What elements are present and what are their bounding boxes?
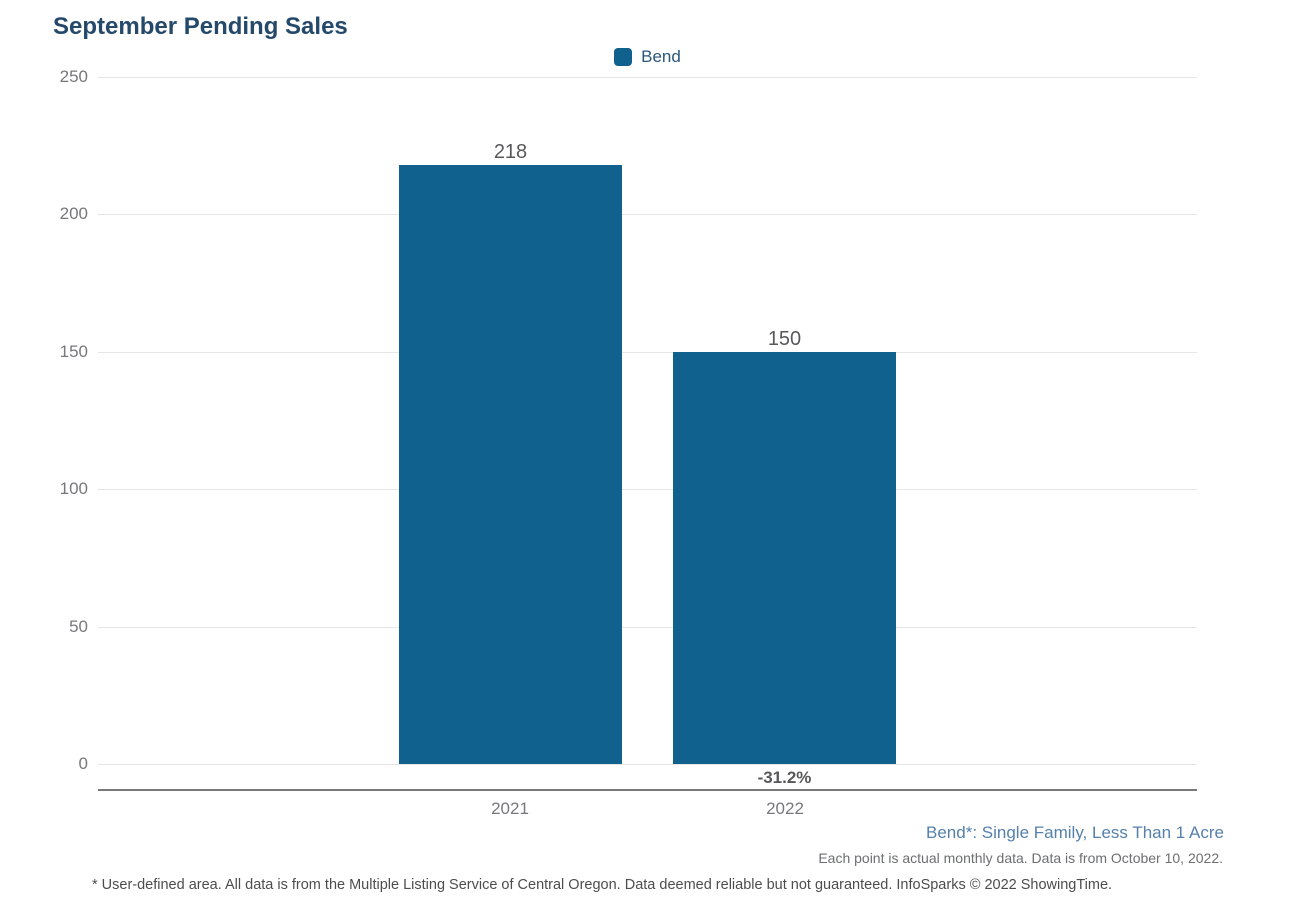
chart-title: September Pending Sales xyxy=(53,13,348,40)
y-gridline xyxy=(98,627,1197,628)
data-source-note: Each point is actual monthly data. Data … xyxy=(818,850,1223,866)
x-axis-category-label: 2022 xyxy=(766,799,804,818)
y-axis-tick-label: 50 xyxy=(69,617,88,636)
y-gridline xyxy=(98,489,1197,490)
bar-value-label: 218 xyxy=(493,141,528,163)
x-axis-category-label: 2021 xyxy=(491,799,529,818)
percent-change-label: -31.2% xyxy=(757,768,812,787)
bar-2022[interactable] xyxy=(673,352,896,764)
y-axis-tick-label: 0 xyxy=(78,754,88,773)
x-axis-line xyxy=(98,789,1197,791)
series-definition-note: Bend*: Single Family, Less Than 1 Acre xyxy=(926,823,1224,842)
bar-2021[interactable] xyxy=(399,165,622,764)
legend-swatch-icon xyxy=(614,48,633,66)
bar-value-label: 150 xyxy=(767,328,802,350)
y-axis-tick-label: 100 xyxy=(59,479,88,498)
y-gridline xyxy=(98,214,1197,215)
legend[interactable]: Bend xyxy=(98,47,1197,67)
y-gridline xyxy=(98,352,1197,353)
y-axis-tick-label: 250 xyxy=(59,67,88,86)
legend-label: Bend xyxy=(641,47,681,66)
y-gridline xyxy=(98,764,1197,765)
y-gridline xyxy=(98,77,1197,78)
disclaimer-footer: * User-defined area. All data is from th… xyxy=(92,877,1113,893)
y-axis-tick-label: 150 xyxy=(59,342,88,361)
y-axis-tick-label: 200 xyxy=(59,204,88,223)
